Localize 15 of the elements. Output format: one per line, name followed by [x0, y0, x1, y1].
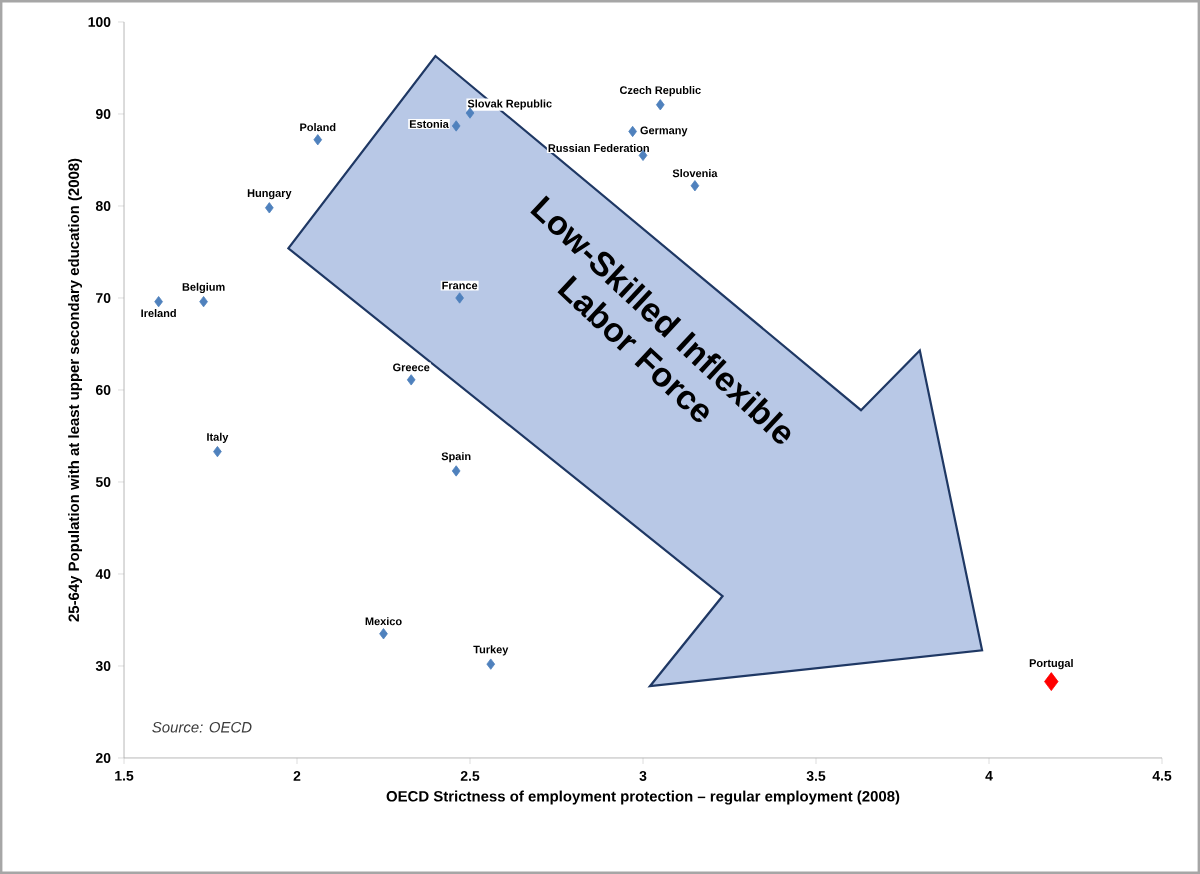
- point: [486, 658, 496, 670]
- point: [265, 202, 274, 214]
- point: [379, 628, 388, 640]
- point: [199, 296, 208, 308]
- point: [451, 120, 461, 132]
- point: [154, 296, 163, 308]
- point: [451, 465, 461, 477]
- point: [1044, 672, 1059, 692]
- point: [406, 374, 416, 386]
- point: [213, 446, 222, 458]
- point: [656, 99, 665, 111]
- point: [455, 292, 464, 304]
- point: [313, 134, 323, 146]
- point: [690, 180, 700, 192]
- point: [465, 107, 475, 119]
